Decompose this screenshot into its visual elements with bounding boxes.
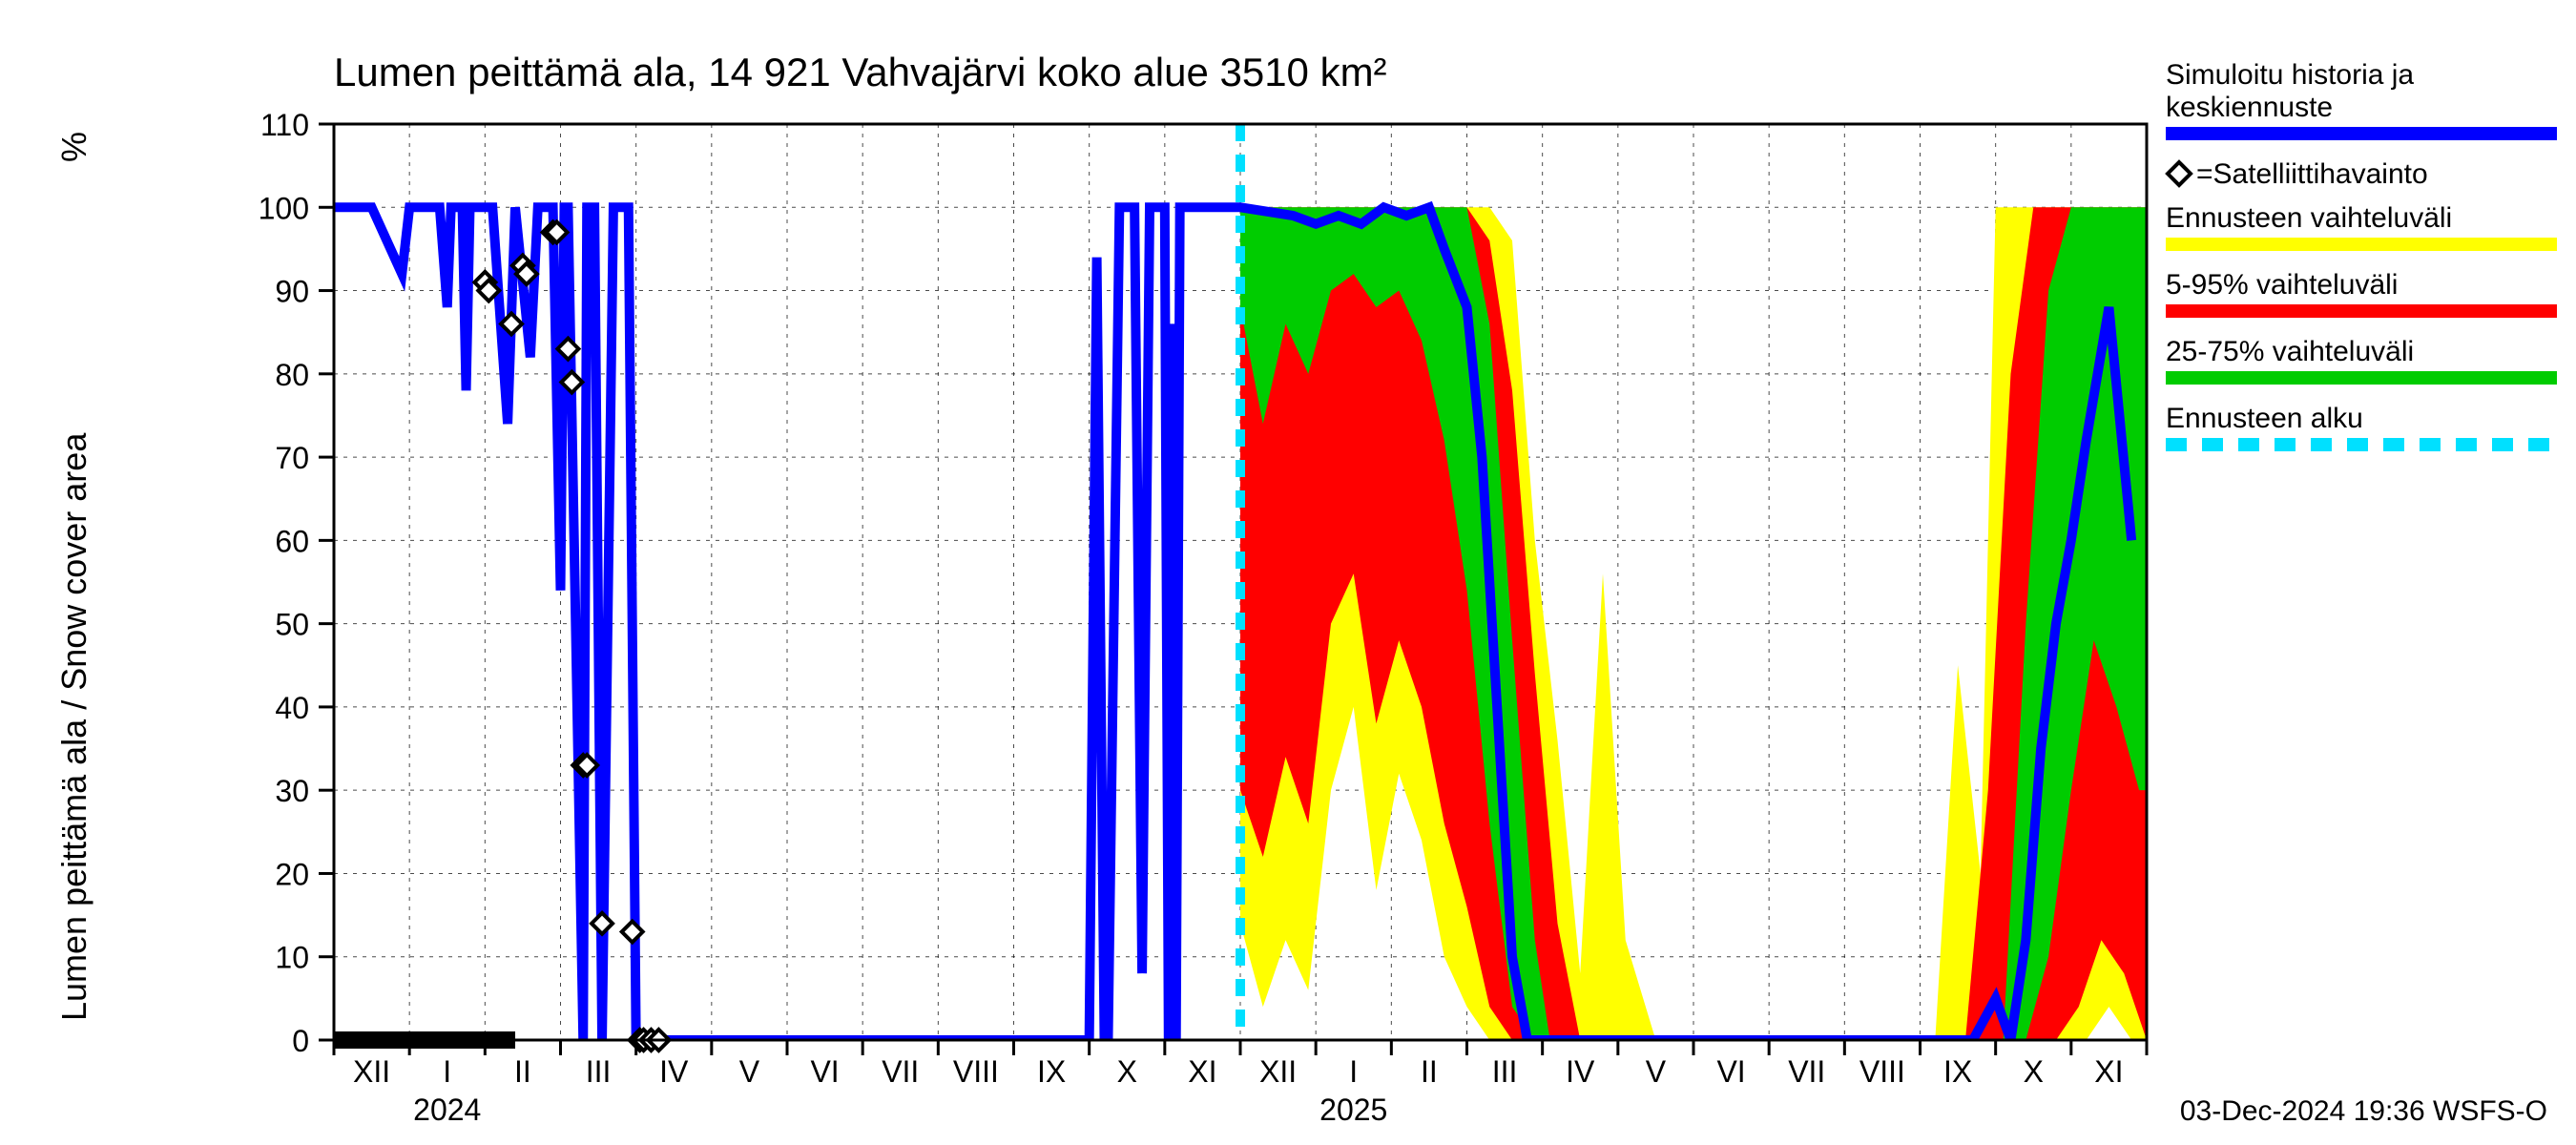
legend-label: =Satelliittihavainto: [2196, 158, 2428, 190]
y-axis-label: Lumen peittämä ala / Snow cover area: [54, 432, 93, 1021]
x-tick-label: V: [739, 1054, 760, 1089]
x-tick-label: IV: [1566, 1054, 1595, 1089]
legend-label: Ennusteen alku: [2166, 403, 2363, 434]
y-tick-label: 60: [275, 524, 309, 558]
legend-label: Simuloitu historia ja: [2166, 59, 2414, 91]
x-tick-label: VI: [810, 1054, 839, 1089]
x-tick-label: III: [586, 1054, 612, 1089]
snow-cover-chart: 0102030405060708090100110XIIIIIIIIIVVVIV…: [0, 0, 2576, 1145]
x-tick-label: I: [443, 1054, 451, 1089]
x-tick-label: XII: [353, 1054, 390, 1089]
x-tick-label: XI: [2094, 1054, 2123, 1089]
chart-footer: 03-Dec-2024 19:36 WSFS-O: [2180, 1095, 2547, 1127]
legend-label: keskiennuste: [2166, 92, 2333, 123]
y-tick-label: 80: [275, 358, 309, 392]
x-tick-label: VII: [882, 1054, 919, 1089]
x-tick-label: V: [1646, 1054, 1667, 1089]
legend-label: 25-75% vaihteluväli: [2166, 336, 2414, 367]
x-tick-label: IV: [659, 1054, 689, 1089]
x-year-label: 2025: [1319, 1093, 1387, 1127]
x-tick-label: VIII: [1859, 1054, 1905, 1089]
y-tick-label: 30: [275, 774, 309, 808]
x-tick-label: XII: [1259, 1054, 1297, 1089]
y-tick-label: 50: [275, 608, 309, 642]
y-tick-label: 40: [275, 691, 309, 725]
x-tick-label: VII: [1788, 1054, 1825, 1089]
y-tick-label: 10: [275, 941, 309, 975]
y-tick-label: 70: [275, 441, 309, 475]
y-tick-label: 0: [292, 1024, 309, 1058]
x-year-label: 2024: [413, 1093, 481, 1127]
chart-title: Lumen peittämä ala, 14 921 Vahvajärvi ko…: [334, 50, 1387, 94]
x-tick-label: IX: [1037, 1054, 1066, 1089]
x-tick-label: X: [2024, 1054, 2044, 1089]
y-tick-label: 110: [260, 108, 309, 142]
x-tick-label: III: [1492, 1054, 1518, 1089]
legend-label: Ennusteen vaihteluväli: [2166, 202, 2452, 234]
x-tick-label: VI: [1716, 1054, 1745, 1089]
y-tick-label: 90: [275, 275, 309, 309]
x-tick-label: VIII: [953, 1054, 999, 1089]
y-tick-label: 20: [275, 857, 309, 891]
legend-label: 5-95% vaihteluväli: [2166, 269, 2398, 301]
x-tick-label: X: [1117, 1054, 1137, 1089]
x-tick-label: XI: [1188, 1054, 1216, 1089]
x-tick-label: I: [1349, 1054, 1358, 1089]
x-tick-label: II: [1421, 1054, 1438, 1089]
y-tick-label: 100: [259, 191, 309, 225]
y-axis-unit: %: [54, 132, 93, 162]
x-tick-label: II: [514, 1054, 531, 1089]
x-tick-label: IX: [1943, 1054, 1972, 1089]
